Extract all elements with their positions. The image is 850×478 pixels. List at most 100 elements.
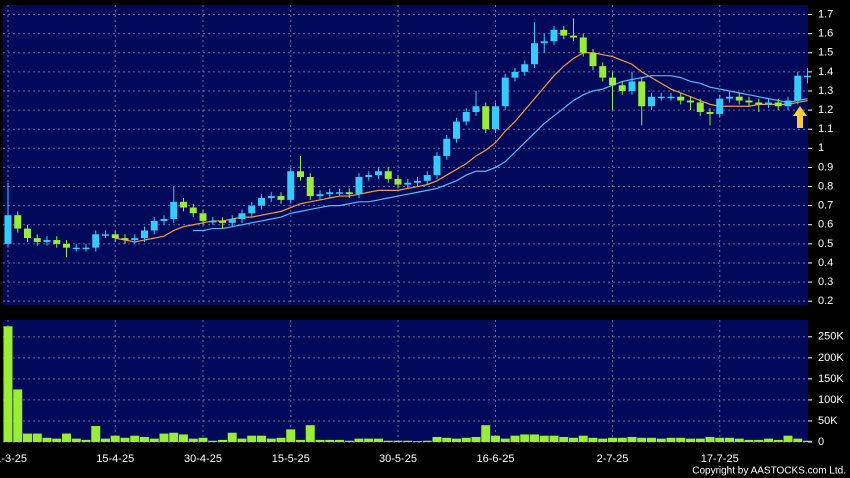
candle-body — [170, 201, 178, 220]
candle-body — [589, 52, 597, 67]
candle-body — [511, 71, 519, 78]
candle-body — [131, 238, 139, 241]
volume-bar — [461, 437, 471, 442]
candle-body — [4, 215, 12, 244]
volume-bar — [744, 439, 754, 442]
y-tick-label: 50K — [818, 415, 838, 427]
volume-bar — [413, 441, 422, 442]
volume-bar — [559, 436, 569, 442]
volume-bar — [520, 434, 530, 442]
volume-bar — [120, 437, 130, 442]
volume-bar — [422, 440, 432, 442]
volume-bar — [110, 435, 120, 442]
volume-bar — [247, 435, 257, 442]
volume-bar — [305, 425, 315, 442]
volume-bar — [695, 438, 705, 442]
volume-bar — [198, 437, 208, 442]
y-tick-label: 0.3 — [818, 276, 833, 288]
candle-body — [102, 234, 109, 236]
candle-body — [726, 96, 733, 99]
candle-body — [804, 75, 811, 78]
candle-body — [550, 29, 558, 42]
candle-body — [228, 219, 236, 223]
candle-body — [745, 100, 753, 103]
candle-body — [706, 112, 714, 114]
volume-bar — [237, 438, 247, 442]
volume-bar — [286, 429, 296, 442]
y-tick-label: 0.7 — [818, 200, 833, 212]
candle-body — [443, 138, 451, 156]
volume-bar — [432, 436, 442, 442]
volume-bar — [296, 439, 305, 442]
y-tick-label: 0.2 — [818, 295, 833, 307]
volume-bar — [569, 437, 578, 442]
y-tick-label: 150K — [818, 373, 844, 385]
volume-bar — [793, 438, 803, 442]
volume-bar — [725, 437, 734, 442]
candle-body — [267, 196, 275, 198]
volume-bar — [383, 440, 393, 442]
y-tick-label: 0.8 — [818, 180, 833, 192]
candle-body — [472, 106, 480, 113]
volume-bar — [452, 438, 461, 442]
candle-body — [784, 100, 792, 107]
candle-body — [277, 196, 285, 200]
candle-body — [628, 81, 636, 91]
candle-body — [667, 96, 675, 99]
volume-bar — [130, 435, 140, 442]
volume-bar — [374, 438, 383, 442]
candle-body — [150, 220, 158, 231]
volume-bar — [617, 437, 627, 442]
volume-bar — [500, 438, 510, 442]
y-tick-label: 1.2 — [818, 104, 833, 116]
volume-bar — [3, 326, 13, 442]
candle-body — [492, 106, 499, 130]
candle-body — [297, 171, 304, 177]
volume-bar — [491, 435, 500, 442]
volume-bar — [647, 437, 656, 442]
volume-bar — [169, 432, 179, 442]
candle-body — [384, 171, 392, 179]
volume-bar — [364, 438, 374, 442]
volume-bar — [42, 437, 52, 442]
volume-bar — [23, 433, 32, 442]
volume-bar — [656, 438, 666, 442]
x-tick-label: 30-5-25 — [379, 453, 417, 465]
candle-body — [570, 35, 577, 38]
candle-body — [238, 213, 246, 220]
candle-body — [414, 180, 421, 183]
y-tick-label: 1.1 — [818, 123, 833, 135]
volume-bar — [481, 425, 491, 442]
volume-bar — [62, 433, 71, 442]
volume-bar — [159, 433, 169, 442]
volume-bar — [783, 435, 793, 442]
candle-body — [482, 106, 490, 130]
y-tick-label: 1.3 — [818, 85, 833, 97]
volume-bar — [510, 435, 520, 442]
volume-bar — [179, 434, 188, 442]
volume-bar — [588, 437, 598, 442]
candle-body — [375, 171, 382, 176]
candle-body — [560, 29, 568, 36]
volume-bar — [266, 438, 276, 442]
candle-body — [160, 219, 168, 221]
volume-bar — [676, 437, 686, 442]
candle-body — [326, 192, 334, 195]
volume-bar — [71, 438, 81, 442]
candle-body — [92, 234, 100, 248]
volume-bar — [13, 389, 23, 442]
y-tick-label: 250K — [818, 331, 844, 343]
volume-bar — [637, 437, 647, 442]
volume-bar — [393, 440, 403, 442]
volume-bar — [276, 437, 286, 442]
x-tick-label: 31-3-25 — [0, 453, 27, 465]
candle-body — [618, 85, 626, 91]
volume-bar — [578, 435, 588, 442]
y-tick-label: 0.6 — [818, 219, 833, 231]
volume-bar — [91, 426, 101, 442]
arrow-icon — [793, 106, 807, 128]
y-tick-label: 1.5 — [818, 47, 833, 59]
candle-body — [677, 96, 685, 101]
x-tick-label: 2-7-25 — [597, 453, 629, 465]
